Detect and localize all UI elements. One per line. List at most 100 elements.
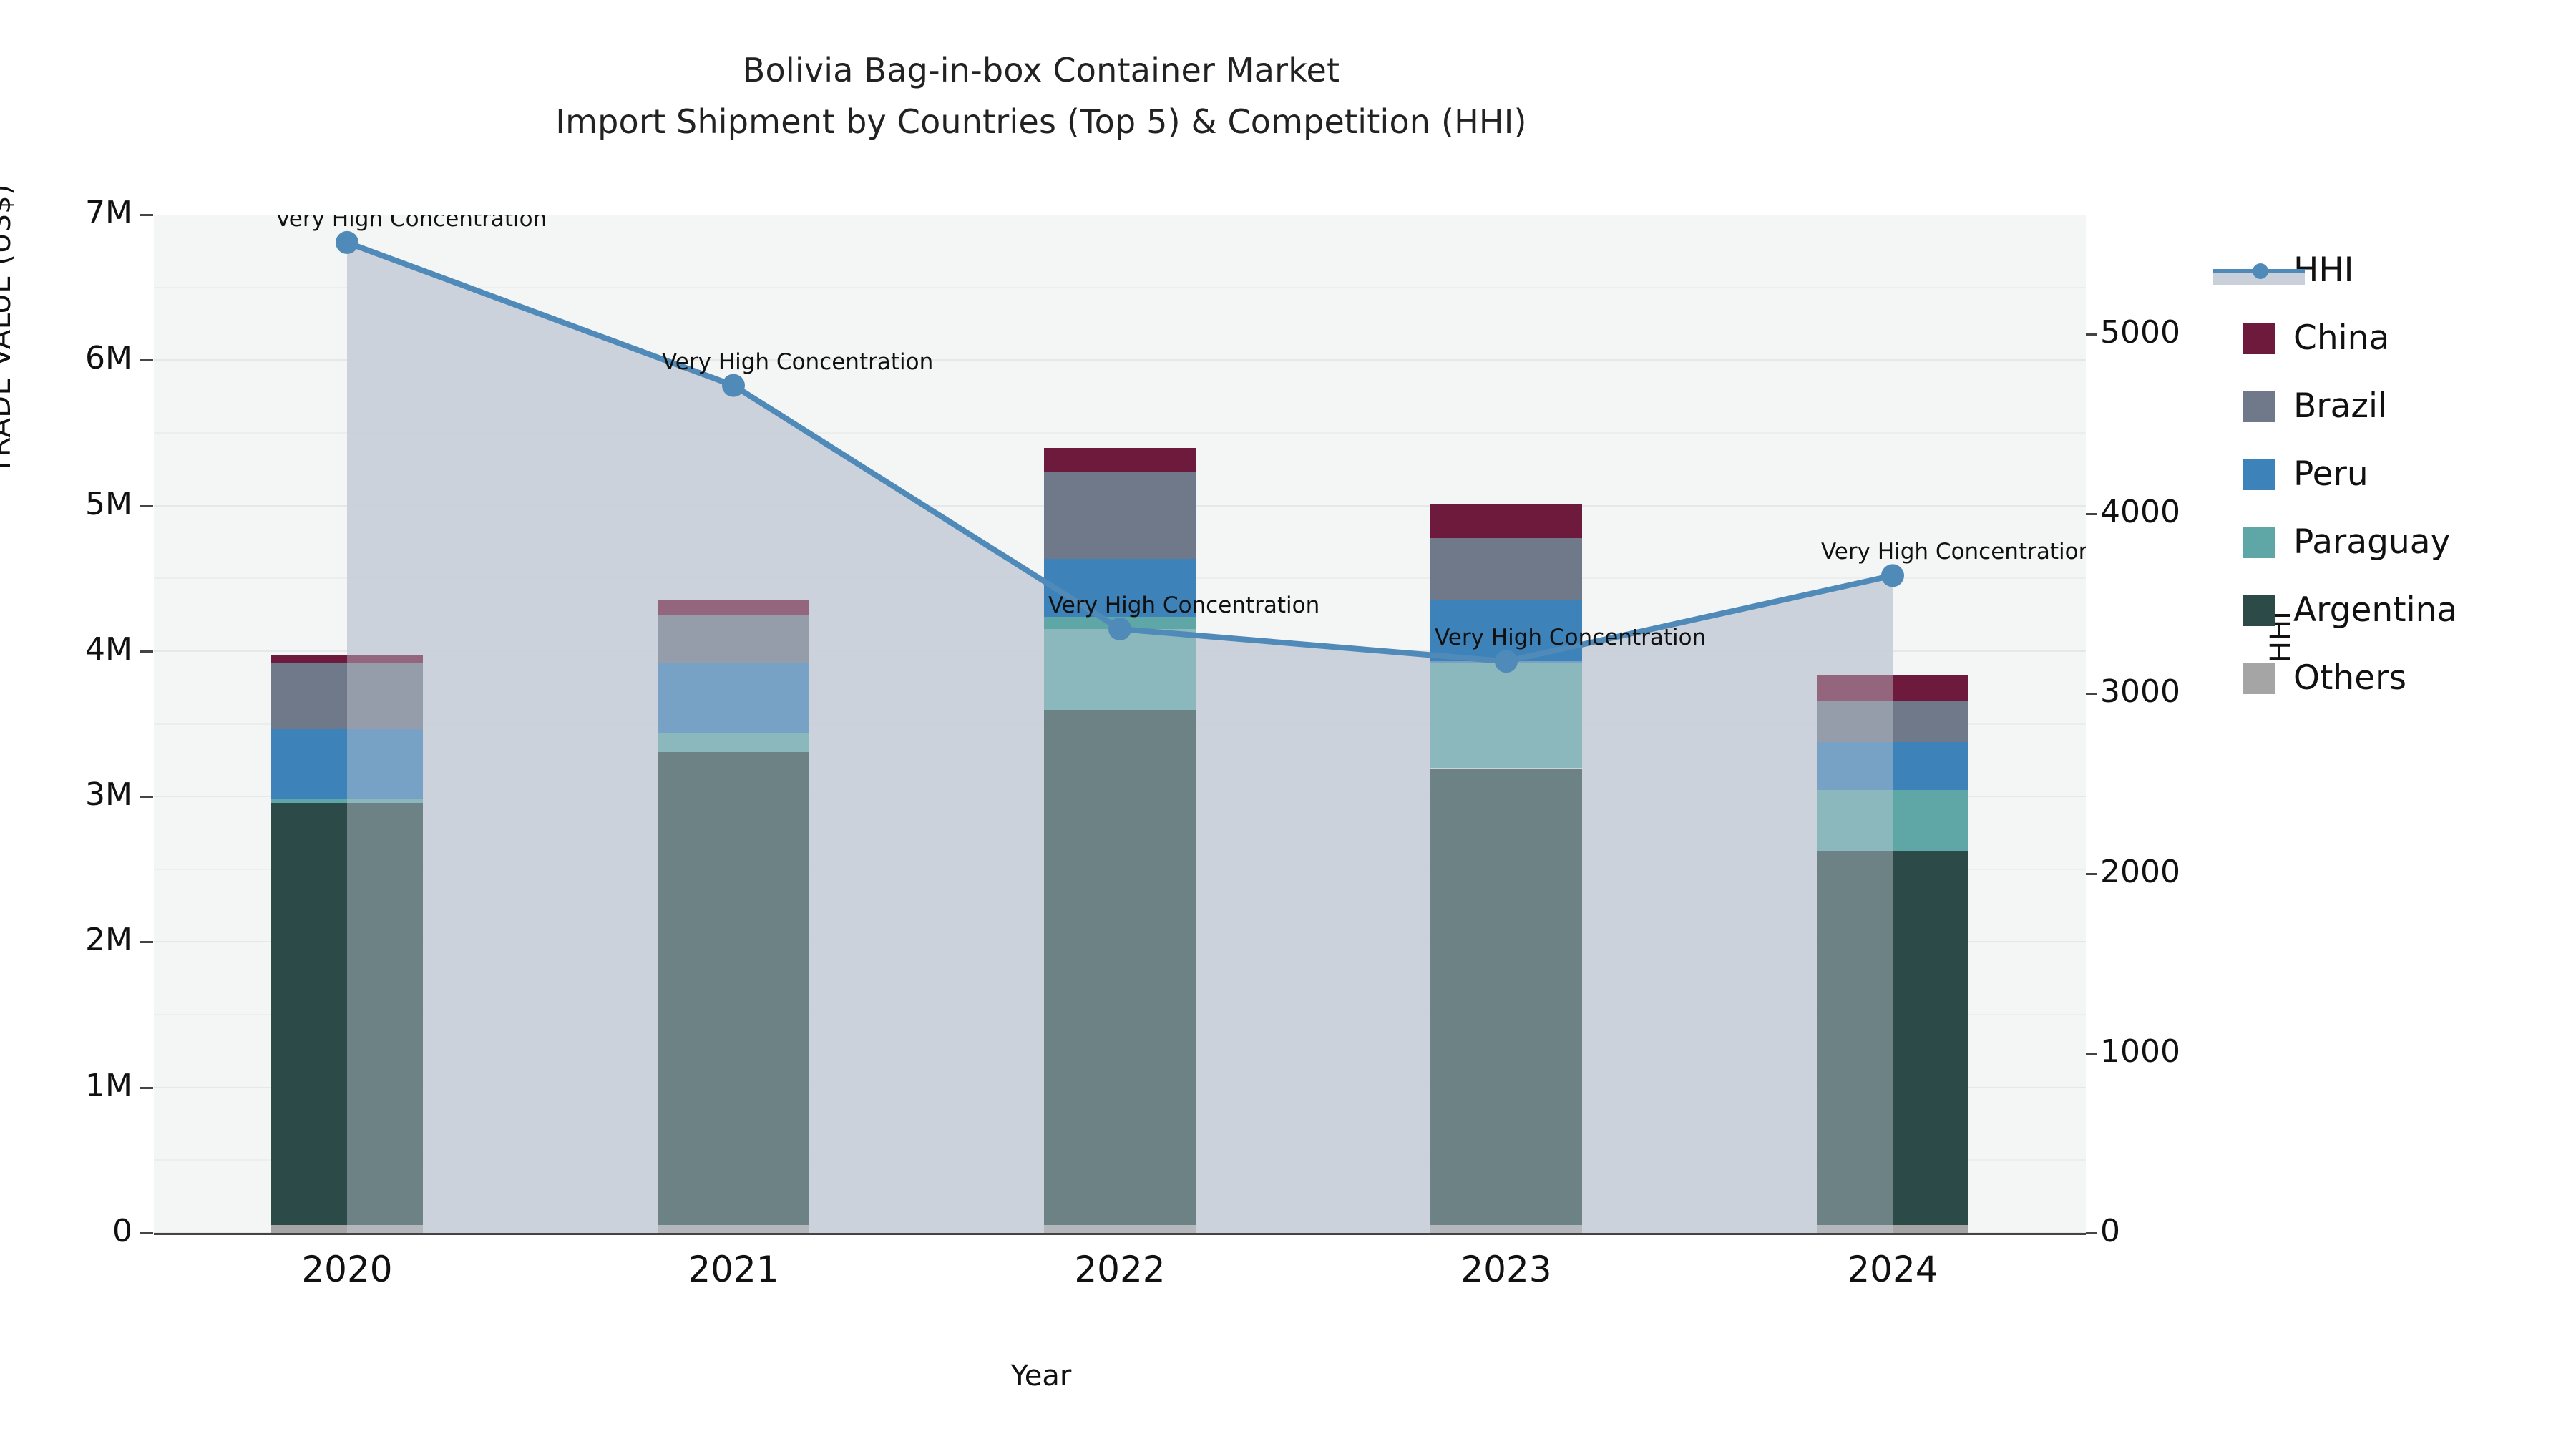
bar-segment-brazil-2023[interactable] xyxy=(1430,538,1582,600)
bar-segment-china-2020[interactable] xyxy=(271,654,423,664)
y-tick-mark-right xyxy=(2086,872,2097,875)
bar-segment-argentina-2022[interactable] xyxy=(1044,710,1196,1225)
bar-group-2021[interactable] xyxy=(658,215,809,1233)
area-overlay xyxy=(347,654,423,664)
legend-item-china[interactable]: China xyxy=(2243,304,2572,372)
legend-item-argentina[interactable]: Argentina xyxy=(2243,576,2572,644)
bar-segment-china-2022[interactable] xyxy=(1044,448,1196,472)
area-overlay xyxy=(347,728,423,799)
y-tick-mark-left xyxy=(140,1086,153,1089)
bar-segment-argentina-2024[interactable] xyxy=(1817,851,1968,1225)
gridline xyxy=(154,286,2086,288)
area-overlay xyxy=(347,803,423,1225)
bar-segment-others-2024[interactable] xyxy=(1817,1224,1968,1233)
area-overlay xyxy=(1044,1224,1196,1233)
bar-segment-paraguay-2023[interactable] xyxy=(1430,663,1582,769)
area-overlay xyxy=(1817,741,1893,790)
hhi-marker-2024[interactable] xyxy=(1881,564,1904,587)
area-overlay xyxy=(658,615,809,664)
bar-segment-brazil-2021[interactable] xyxy=(658,615,809,664)
hhi-marker-2020[interactable] xyxy=(336,230,358,254)
y-tick-mark-right xyxy=(2086,1052,2097,1055)
bar-segment-paraguay-2020[interactable] xyxy=(271,799,423,804)
bar-segment-argentina-2021[interactable] xyxy=(658,752,809,1225)
plot-area: Very High Concentration Very High Concent… xyxy=(154,215,2086,1233)
x-tick-2022: 2022 xyxy=(1074,1249,1166,1290)
hhi-marker-2022[interactable] xyxy=(1108,617,1131,640)
bar-segment-others-2021[interactable] xyxy=(658,1224,809,1233)
bar-segment-argentina-2023[interactable] xyxy=(1430,768,1582,1225)
y-tick-left-1M: 1M xyxy=(85,1067,132,1104)
legend-swatch-brazil xyxy=(2243,390,2275,422)
area-overlay xyxy=(1044,710,1196,1225)
bar-segment-peru-2021[interactable] xyxy=(658,663,809,733)
area-overlay xyxy=(1430,768,1582,1225)
y-tick-mark-right xyxy=(2086,333,2097,336)
hhi-marker-2021[interactable] xyxy=(722,374,745,397)
area-overlay xyxy=(658,663,809,733)
bar-segment-brazil-2020[interactable] xyxy=(271,663,423,729)
bar-segment-others-2023[interactable] xyxy=(1430,1224,1582,1233)
annotation-2021: Very High Concentration xyxy=(662,348,934,375)
bar-group-2024[interactable] xyxy=(1817,215,1968,1233)
annotation-2024: Very High Concentration xyxy=(1821,539,2086,565)
area-overlay xyxy=(658,752,809,1225)
bar-segment-peru-2024[interactable] xyxy=(1817,741,1968,790)
area-overlay xyxy=(1430,663,1582,769)
legend-item-paraguay[interactable]: Paraguay xyxy=(2243,508,2572,576)
x-axis-line xyxy=(154,1233,2086,1235)
area-overlay xyxy=(1817,789,1893,852)
gridline xyxy=(154,431,2086,434)
legend-label-paraguay: Paraguay xyxy=(2293,522,2451,562)
bar-group-2022[interactable] xyxy=(1044,215,1196,1233)
legend-swatch-peru xyxy=(2243,458,2275,490)
hhi-marker-2023[interactable] xyxy=(1495,650,1518,673)
legend-swatch-paraguay xyxy=(2243,526,2275,558)
y-tick-left-7M: 7M xyxy=(85,195,132,231)
bar-segment-brazil-2022[interactable] xyxy=(1044,471,1196,559)
chart-subtitle: Import Shipment by Countries (Top 5) & C… xyxy=(555,102,1527,141)
legend-line-icon xyxy=(2213,255,2305,286)
y-tick-mark-left xyxy=(140,650,153,653)
legend-item-peru[interactable]: Peru xyxy=(2243,440,2572,508)
bar-segment-china-2021[interactable] xyxy=(658,599,809,616)
x-tick-2024: 2024 xyxy=(1847,1249,1938,1290)
bar-segment-paraguay-2021[interactable] xyxy=(658,733,809,753)
y-tick-mark-right xyxy=(2086,693,2097,696)
annotation-2020: Very High Concentration xyxy=(275,215,547,232)
legend-item-hhi[interactable]: HHI xyxy=(2213,236,2572,304)
bar-group-2020[interactable] xyxy=(271,215,423,1233)
y-tick-mark-left xyxy=(140,214,153,216)
bar-segment-others-2020[interactable] xyxy=(271,1224,423,1233)
legend-item-brazil[interactable]: Brazil xyxy=(2243,372,2572,440)
bar-segment-paraguay-2024[interactable] xyxy=(1817,789,1968,852)
x-tick-2020: 2020 xyxy=(301,1249,393,1290)
legend-label-argentina: Argentina xyxy=(2293,590,2458,630)
bar-segment-china-2023[interactable] xyxy=(1430,503,1582,539)
area-overlay xyxy=(1817,701,1893,742)
y-tick-mark-right xyxy=(2086,513,2097,516)
bar-segment-peru-2022[interactable] xyxy=(1044,558,1196,618)
annotation-2022: Very High Concentration xyxy=(1048,592,1320,618)
gridline xyxy=(154,359,2086,361)
y-tick-mark-right xyxy=(2086,1232,2097,1234)
legend-item-others[interactable]: Others xyxy=(2243,644,2572,712)
chart-title: Bolivia Bag-in-box Container Market xyxy=(742,51,1340,89)
y-tick-left-6M: 6M xyxy=(85,340,132,377)
bar-segment-brazil-2024[interactable] xyxy=(1817,701,1968,742)
bar-segment-argentina-2020[interactable] xyxy=(271,803,423,1225)
y-tick-left-4M: 4M xyxy=(85,630,132,668)
bar-segment-china-2024[interactable] xyxy=(1817,675,1968,701)
y-tick-right-3000: 3000 xyxy=(2100,673,2180,711)
annotation-2023: Very High Concentration xyxy=(1435,625,1707,651)
y-tick-mark-left xyxy=(140,1232,153,1234)
bar-segment-others-2022[interactable] xyxy=(1044,1224,1196,1233)
bar-segment-peru-2020[interactable] xyxy=(271,728,423,799)
bar-group-2023[interactable] xyxy=(1430,215,1582,1233)
area-overlay xyxy=(1817,851,1893,1225)
y-axis-left-label: TRADE VALUE (US$) xyxy=(0,183,17,475)
legend-swatch-argentina xyxy=(2243,594,2275,626)
y-tick-mark-left xyxy=(140,941,153,944)
y-tick-right-0: 0 xyxy=(2100,1213,2120,1249)
